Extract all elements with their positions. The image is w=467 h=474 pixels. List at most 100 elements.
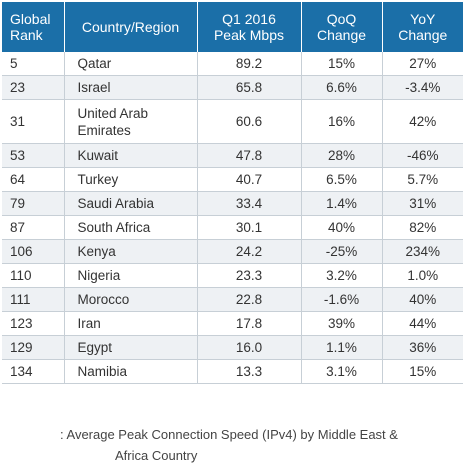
header-country-label: Country/Region [81,19,180,35]
header-yoy-line2: Change [398,27,448,43]
qoq-cell: 40% [301,215,383,240]
country-cell: United Arab Emirates [64,99,198,144]
table-row: 123 Iran 17.8 39% 44% [2,311,463,336]
yoy-cell: 31% [382,191,463,216]
table-row: 31 United Arab Emirates 60.6 16% 42% [2,99,463,144]
rank-cell: 106 [2,239,65,264]
table-row: 64 Turkey 40.7 6.5% 5.7% [2,167,463,192]
yoy-cell: 42% [382,99,463,144]
country-cell: Egypt [64,335,198,360]
speed-table-container: Global Rank Country/Region Q1 2016 Peak … [2,2,463,384]
peak-cell: 23.3 [197,263,302,288]
country-cell: Namibia [64,359,198,384]
yoy-cell: -46% [382,143,463,168]
peak-cell: 24.2 [197,239,302,264]
qoq-cell: 15% [301,52,383,76]
rank-cell: 79 [2,191,65,216]
yoy-cell: 27% [382,52,463,76]
table-row: 53 Kuwait 47.8 28% -46% [2,143,463,168]
yoy-cell: 5.7% [382,167,463,192]
qoq-cell: 1.1% [301,335,383,360]
peak-cell: 47.8 [197,143,302,168]
country-cell: Qatar [64,52,198,76]
header-yoy-line1: YoY [410,11,436,27]
qoq-cell: 6.5% [301,167,383,192]
table-row: 23 Israel 65.8 6.6% -3.4% [2,75,463,100]
country-cell: Israel [64,75,198,100]
rank-cell: 87 [2,215,65,240]
qoq-cell: 3.2% [301,263,383,288]
header-qoq-line1: QoQ [326,11,357,27]
rank-cell: 129 [2,335,65,360]
peak-cell: 16.0 [197,335,302,360]
table-row: 110 Nigeria 23.3 3.2% 1.0% [2,263,463,288]
peak-speed-table: Global Rank Country/Region Q1 2016 Peak … [2,2,463,384]
rank-cell: 111 [2,287,65,312]
table-row: 129 Egypt 16.0 1.1% 36% [2,335,463,360]
peak-cell: 17.8 [197,311,302,336]
country-cell: Iran [64,311,198,336]
header-qoq-change: QoQ Change [301,2,383,52]
peak-cell: 22.8 [197,287,302,312]
rank-cell: 23 [2,75,65,100]
qoq-cell: 16% [301,99,383,144]
table-row: 134 Namibia 13.3 3.1% 15% [2,359,463,384]
country-cell: South Africa [64,215,198,240]
header-country-region: Country/Region [64,2,198,52]
qoq-cell: -1.6% [301,287,383,312]
table-header-row: Global Rank Country/Region Q1 2016 Peak … [2,2,463,52]
country-cell: Saudi Arabia [64,191,198,216]
caption-line2: Africa Country [115,448,198,463]
yoy-cell: 40% [382,287,463,312]
rank-cell: 5 [2,52,65,76]
qoq-cell: 1.4% [301,191,383,216]
header-peak-mbps: Q1 2016 Peak Mbps [197,2,302,52]
header-yoy-change: YoY Change [382,2,463,52]
rank-cell: 53 [2,143,65,168]
header-peak-line1: Q1 2016 [222,11,276,27]
rank-cell: 31 [2,99,65,144]
caption-line1: : Average Peak Connection Speed (IPv4) b… [60,427,398,442]
country-cell: Kenya [64,239,198,264]
yoy-cell: 15% [382,359,463,384]
table-row: 106 Kenya 24.2 -25% 234% [2,239,463,264]
yoy-cell: 82% [382,215,463,240]
rank-cell: 64 [2,167,65,192]
table-row: 5 Qatar 89.2 15% 27% [2,52,463,76]
table-row: 111 Morocco 22.8 -1.6% 40% [2,287,463,312]
header-rank-line2: Rank [10,27,43,43]
peak-cell: 89.2 [197,52,302,76]
peak-cell: 40.7 [197,167,302,192]
peak-cell: 33.4 [197,191,302,216]
yoy-cell: 1.0% [382,263,463,288]
country-cell: Kuwait [64,143,198,168]
yoy-cell: 44% [382,311,463,336]
qoq-cell: -25% [301,239,383,264]
country-cell: Morocco [64,287,198,312]
peak-cell: 65.8 [197,75,302,100]
qoq-cell: 39% [301,311,383,336]
qoq-cell: 28% [301,143,383,168]
header-qoq-line2: Change [316,27,367,43]
country-cell-line1: United Arab [77,105,149,121]
table-caption: : Average Peak Connection Speed (IPv4) b… [60,424,460,466]
header-peak-line2: Peak Mbps [213,27,285,43]
qoq-cell: 6.6% [301,75,383,100]
peak-cell: 13.3 [197,359,302,384]
table-row: 87 South Africa 30.1 40% 82% [2,215,463,240]
rank-cell: 110 [2,263,65,288]
country-cell: Nigeria [64,263,198,288]
yoy-cell: -3.4% [382,75,463,100]
rank-cell: 123 [2,311,65,336]
peak-cell: 60.6 [197,99,302,144]
rank-cell: 134 [2,359,65,384]
peak-cell: 30.1 [197,215,302,240]
header-rank-line1: Global [10,11,51,27]
yoy-cell: 234% [382,239,463,264]
country-cell-line2: Emirates [77,122,131,138]
qoq-cell: 3.1% [301,359,383,384]
yoy-cell: 36% [382,335,463,360]
header-global-rank: Global Rank [2,2,65,52]
country-cell: Turkey [64,167,198,192]
table-body: 5 Qatar 89.2 15% 27% 23 Israel 65.8 6.6%… [2,52,463,384]
